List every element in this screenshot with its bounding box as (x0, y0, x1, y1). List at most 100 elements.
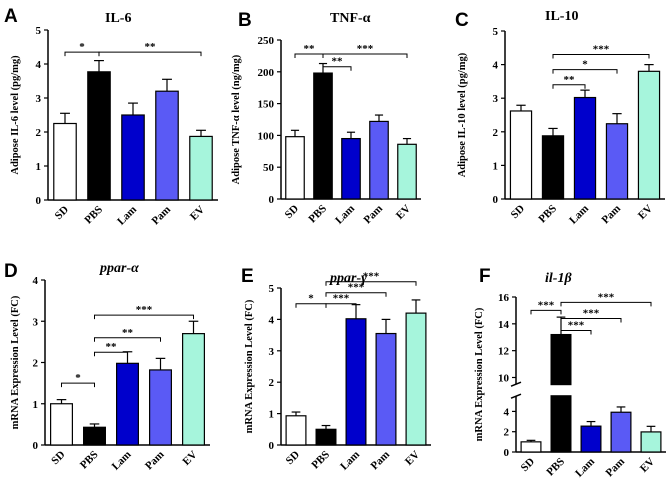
y-tick-label: 5 (269, 283, 275, 295)
x-tick-label: Pam (143, 449, 167, 473)
significance-bracket (322, 66, 352, 71)
bar-lam (345, 318, 367, 446)
bar-lam (121, 114, 145, 201)
panel-letter: A (4, 6, 18, 27)
y-tick-label: 2 (33, 358, 39, 370)
bar-ev (182, 333, 205, 446)
y-tick-label: 0 (33, 440, 39, 452)
y-tick-label: 10 (498, 372, 510, 384)
y-axis-label: Adipose IL-10 level (pg/mg) (457, 52, 468, 177)
chart-title: ppar-γ (329, 271, 367, 286)
x-tick-label: Lam (338, 449, 362, 473)
significance-label: *** (583, 307, 600, 319)
x-tick-label: Lam (573, 456, 597, 480)
bar-pam (369, 120, 389, 200)
significance-label: *** (363, 271, 380, 283)
significance-label: ** (106, 341, 118, 353)
y-tick-label: 3 (269, 346, 275, 358)
significance-label: ** (564, 74, 576, 86)
bar-ev (397, 143, 417, 200)
y-axis-label: Adipose IL-6 level (pg/mg) (10, 55, 21, 175)
x-tick-label: EV (636, 203, 655, 222)
x-tick-label: Lam (115, 204, 139, 228)
x-tick-label: Pam (362, 203, 386, 227)
bar-sd (285, 136, 305, 200)
panel-letter: B (238, 10, 252, 31)
significance-label: *** (357, 43, 374, 55)
panel-a: A IL-6 Adipose IL-6 level (pg/mg) 0 1 2 3 4 5 SD P… (4, 6, 218, 228)
significance-label: *** (348, 282, 365, 294)
panel-letter: C (455, 10, 469, 31)
chart-title: IL-6 (105, 11, 131, 26)
y-tick-label: 250 (258, 35, 275, 47)
significance-bracket (560, 330, 592, 335)
chart-title: ppar-α (99, 261, 139, 276)
x-tick-label: SD (53, 204, 71, 222)
x-tick-label: Lam (567, 203, 591, 227)
chart-title: TNF-α (330, 11, 371, 26)
y-tick-label: 1 (33, 399, 39, 411)
y-tick-label: 14 (498, 319, 510, 331)
significance-label: ** (122, 327, 134, 339)
y-tick-label: 0 (269, 194, 275, 206)
bar-pbs (541, 135, 565, 200)
y-tick-label: 0 (504, 447, 510, 459)
significance-label: *** (568, 320, 585, 332)
bar-pbs (83, 426, 106, 446)
bar-ev (640, 431, 662, 453)
significance-bracket (325, 292, 387, 297)
x-tick-label: Lam (333, 203, 357, 227)
bar-pam (155, 90, 179, 201)
chart-title: IL-10 (545, 9, 578, 24)
y-tick-label: 4 (504, 406, 510, 418)
significance-bracket (530, 309, 562, 315)
y-axis-label: mRNA Expression Level (FC) (474, 307, 485, 441)
bar-ev (405, 312, 427, 446)
significance-label: * (79, 41, 85, 53)
y-tick-label: 0 (493, 194, 499, 206)
y-tick-label: 0 (269, 440, 275, 452)
y-tick-label: 3 (493, 93, 499, 105)
bar-pbs (315, 428, 337, 446)
significance-bracket (552, 84, 586, 89)
significance-bracket (94, 314, 194, 320)
significance-bracket (94, 351, 128, 357)
significance-bracket (322, 53, 408, 58)
x-tick-label: EV (188, 204, 207, 223)
x-tick-label: PBS (309, 449, 332, 472)
bar-pam (605, 123, 629, 200)
x-tick-label: SD (509, 203, 527, 221)
y-tick-label: 2 (36, 127, 42, 139)
y-tick-label: 5 (36, 25, 42, 37)
y-tick-label: 16 (498, 292, 510, 304)
bar-sd (509, 110, 533, 200)
y-tick-label: 2 (493, 127, 499, 139)
bar-sd (50, 403, 73, 446)
bar-sd (53, 122, 77, 201)
panel-letter: E (241, 266, 254, 287)
significance-label: * (75, 372, 81, 384)
significance-label: *** (593, 44, 610, 56)
y-tick-label: 4 (33, 275, 39, 287)
y-tick-label: 150 (258, 99, 275, 111)
bar-lam (573, 96, 597, 200)
y-tick-label: 100 (258, 130, 275, 142)
x-tick-label: EV (394, 203, 413, 222)
significance-label: * (582, 59, 588, 71)
bar-lam (341, 137, 361, 200)
y-tick-label: 200 (258, 67, 275, 79)
y-tick-label: 1 (493, 160, 499, 172)
y-tick-label: 4 (493, 60, 499, 72)
x-tick-label: SD (49, 449, 67, 467)
y-tick-label: 1 (269, 409, 275, 421)
x-tick-label: Pam (369, 449, 393, 473)
significance-bracket (98, 51, 202, 57)
bar-lam (580, 425, 602, 453)
x-tick-label: PBS (78, 449, 101, 472)
x-tick-label: SD (283, 203, 301, 221)
significance-label: * (308, 293, 314, 305)
y-tick-label: 5 (493, 26, 499, 38)
significance-bracket (560, 301, 652, 307)
